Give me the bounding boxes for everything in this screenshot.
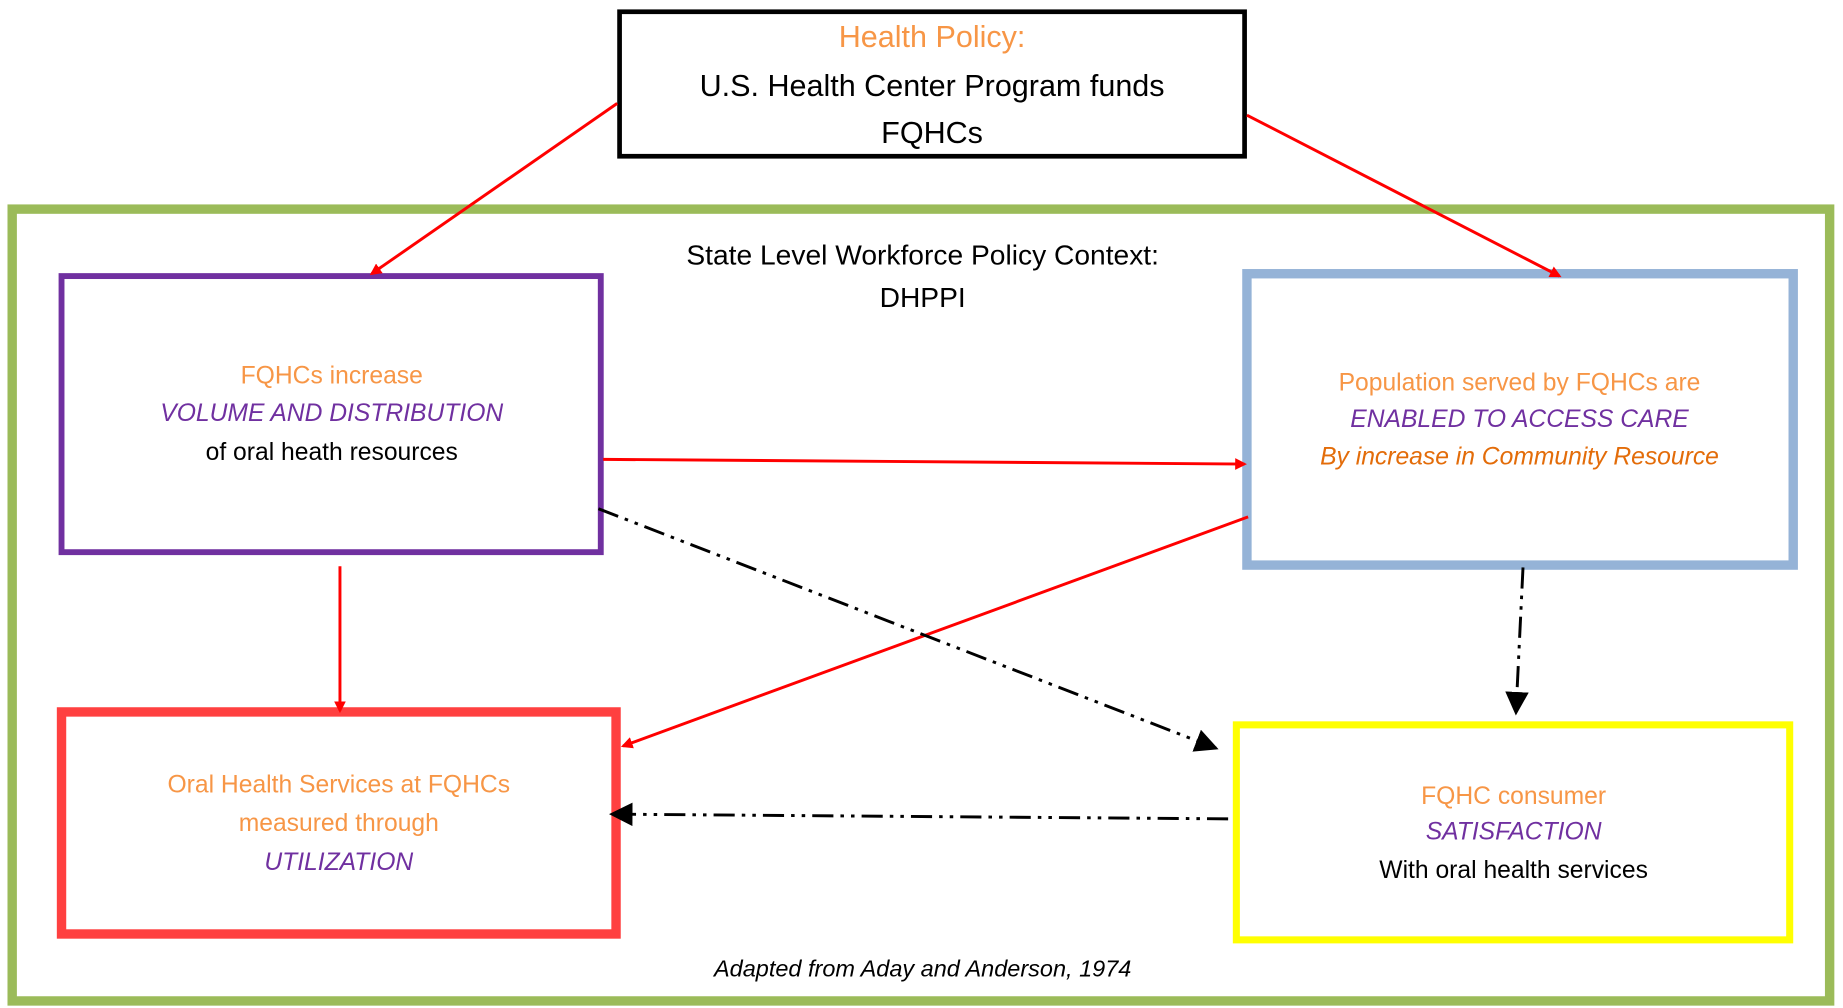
arrow [608,802,1229,827]
node-line: UTILIZATION [264,849,413,876]
node-box [58,273,604,556]
arrow [1246,113,1562,278]
node-line: of oral heath resources [206,439,458,466]
node-line: FQHCs increase [241,363,423,390]
dashed-arrows [597,507,1529,827]
node-line: FQHC consumer [1421,783,1606,810]
arrow [369,102,619,276]
node-box [1242,269,1798,570]
arrow [620,515,1249,749]
policy-line: U.S. Health Center Program funds [700,69,1165,103]
context-frame [7,204,1835,1006]
node-line: Oral Health Services at FQHCs [168,771,511,798]
footer: Adapted from Aday and Anderson, 1974 [712,956,1131,982]
node-line: VOLUME AND DISTRIBUTION [160,400,503,427]
arrow [603,457,1247,470]
context-line: DHPPI [880,281,966,313]
policy-box [617,9,1247,159]
node-line: By increase in Community Resource [1320,444,1719,471]
node-box [1232,721,1794,944]
arrow [597,507,1219,752]
policy-line: FQHCs [881,116,983,150]
node-line: ENABLED TO ACCESS CARE [1350,406,1689,433]
node-line: SATISFACTION [1426,818,1602,845]
node-line: With oral health services [1379,857,1648,884]
node-line: measured through [239,810,439,837]
red-arrows [334,102,1562,749]
node-line: Population served by FQHCs are [1339,370,1701,397]
context-line: State Level Workforce Policy Context: [686,239,1159,271]
policy-title: Health Policy: [839,20,1026,54]
